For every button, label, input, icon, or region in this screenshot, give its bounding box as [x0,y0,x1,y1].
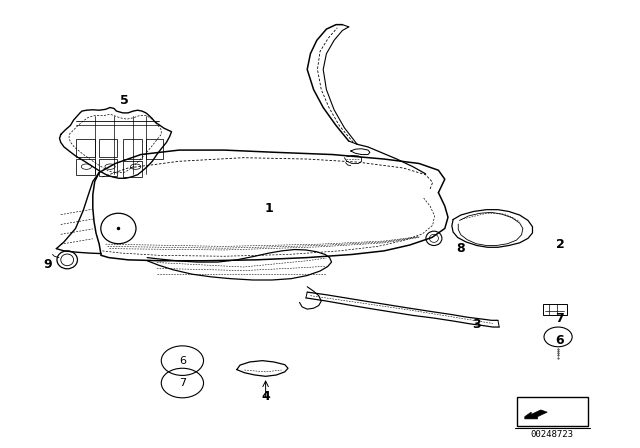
Text: 7: 7 [179,378,186,388]
Bar [146,139,163,159]
Bar [99,139,117,157]
Text: 9: 9 [44,258,52,271]
Bar [543,304,567,315]
Text: 5: 5 [120,94,129,108]
Text: 2: 2 [556,237,564,251]
Text: 3: 3 [472,318,481,332]
Bar [123,161,142,177]
Polygon shape [525,410,547,419]
Text: 6: 6 [179,356,186,366]
Bar [99,159,117,176]
Text: 1: 1 [264,202,273,215]
Text: 7: 7 [556,311,564,325]
Bar [123,139,142,159]
Text: 00248723: 00248723 [531,430,574,439]
Bar [76,139,95,157]
Bar [517,397,588,426]
Text: 8: 8 [456,242,465,255]
Text: 6: 6 [556,334,564,347]
Text: 4: 4 [261,390,270,403]
Bar [76,159,95,175]
